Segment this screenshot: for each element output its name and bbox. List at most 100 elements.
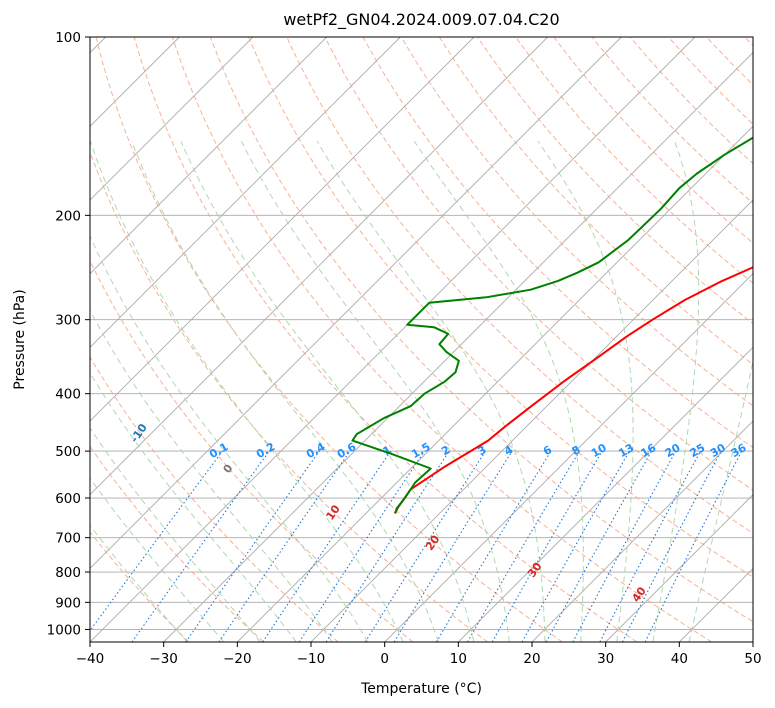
dry-adiabat-line bbox=[90, 356, 339, 642]
dry-adiabat-line bbox=[90, 531, 190, 642]
mixing-ratio-label: 6 bbox=[541, 443, 554, 458]
moist-adiabat-line bbox=[90, 524, 188, 642]
x-tick-label: 0 bbox=[380, 651, 389, 667]
mixing-ratio-label: 0.4 bbox=[304, 440, 328, 461]
isotherm-line bbox=[237, 125, 753, 642]
dry-adiabat-label: 20 bbox=[423, 533, 443, 553]
chart-title: wetPf2_GN04.2024.009.07.04.C20 bbox=[283, 10, 559, 30]
x-axis: −40 −30 −20 −10 0 10 20 30 40 50 bbox=[76, 642, 762, 667]
y-axis: 100 200 300 400 500 600 700 800 900 1000 bbox=[47, 30, 90, 638]
mixing-ratio-label: 4 bbox=[502, 443, 515, 458]
x-tick-label: −20 bbox=[223, 651, 252, 667]
y-tick-label: 500 bbox=[55, 444, 81, 460]
mixing-ratio-label: 16 bbox=[639, 441, 659, 460]
isotherm-line bbox=[90, 37, 327, 275]
dry-adiabat-line bbox=[286, 37, 753, 534]
isotherm-line bbox=[90, 37, 254, 201]
x-tick-label: 20 bbox=[523, 651, 540, 667]
isotherm-line bbox=[458, 346, 753, 642]
mixing-ratio-label: 0.1 bbox=[207, 440, 230, 461]
moist-adiabat-line bbox=[90, 141, 404, 642]
moist-adiabat-line bbox=[90, 427, 261, 642]
x-tick-label: −30 bbox=[149, 651, 178, 667]
dry-adiabat-line bbox=[744, 37, 753, 47]
dry-adiabat-line bbox=[171, 37, 712, 642]
isotherm-line bbox=[531, 420, 753, 642]
isotherm-line bbox=[679, 567, 753, 642]
mixing-ratio-line bbox=[644, 450, 743, 642]
mixing-ratio-label: 25 bbox=[688, 441, 708, 460]
dry-adiabat-line bbox=[362, 37, 753, 449]
dry-adiabat-line bbox=[706, 37, 753, 86]
x-tick-label: 40 bbox=[671, 651, 688, 667]
mixing-ratio-line bbox=[393, 450, 513, 642]
plot-frame bbox=[89, 36, 754, 643]
dry-adiabat-label: -10 bbox=[128, 421, 150, 445]
mixing-ratio-lines bbox=[90, 450, 743, 642]
dry-adiabat-line bbox=[553, 37, 753, 244]
x-tick-label: −40 bbox=[76, 651, 105, 667]
mixing-ratio-label: 0.6 bbox=[335, 440, 359, 461]
mixing-ratio-line bbox=[572, 450, 677, 642]
dry-adiabat-line bbox=[248, 37, 753, 578]
moist-adiabat-line bbox=[131, 141, 439, 642]
moist-adiabat-line bbox=[90, 371, 297, 642]
mixing-ratio-line bbox=[621, 450, 722, 642]
moist-adiabat-line bbox=[652, 141, 700, 642]
dry-adiabat-line bbox=[133, 37, 638, 642]
pressure-grid bbox=[90, 37, 753, 630]
moist-adiabat-line bbox=[90, 309, 333, 642]
mixing-ratio-line bbox=[521, 450, 630, 642]
moist-adiabat-line bbox=[90, 234, 369, 642]
temperature-profile-line bbox=[393, 266, 753, 514]
y-tick-label: 800 bbox=[55, 565, 81, 581]
isotherm-line bbox=[310, 199, 753, 642]
moist-adiabat-line bbox=[240, 141, 510, 642]
y-tick-label: 200 bbox=[55, 208, 81, 224]
x-tick-label: 10 bbox=[450, 651, 467, 667]
mixing-ratio-label: 10 bbox=[589, 441, 609, 460]
isotherm-grid bbox=[90, 37, 753, 642]
mixing-ratio-line bbox=[599, 450, 701, 642]
mixing-ratio-line bbox=[131, 450, 270, 642]
mixing-ratio-line bbox=[298, 450, 425, 642]
dry-adiabats bbox=[90, 37, 753, 642]
isotherm-line bbox=[90, 37, 548, 496]
isotherm-line bbox=[90, 37, 622, 569]
mixing-ratio-line bbox=[325, 450, 450, 642]
isotherm-line bbox=[752, 641, 753, 642]
dry-adiabat-line bbox=[90, 445, 264, 642]
moist-adiabat-line bbox=[316, 141, 546, 642]
y-tick-label: 600 bbox=[55, 491, 81, 507]
mixing-ratio-line bbox=[435, 450, 552, 642]
dry-adiabat-line bbox=[668, 37, 753, 125]
dry-adiabat-line bbox=[90, 150, 488, 642]
mixing-ratio-label: 30 bbox=[708, 441, 728, 460]
dry-adiabat-line bbox=[400, 37, 753, 407]
y-tick-label: 900 bbox=[55, 595, 81, 611]
moist-adiabat-line bbox=[537, 141, 634, 642]
moist-adiabat-line bbox=[180, 141, 475, 642]
plot-area: 0.10.20.40.611.52346810131620253036-100-… bbox=[90, 37, 753, 642]
dry-adiabat-label: 0 bbox=[221, 462, 236, 476]
dry-adiabat-line bbox=[477, 37, 753, 325]
moist-adiabat-line bbox=[688, 358, 753, 642]
dry-adiabat-line bbox=[591, 37, 753, 204]
dry-adiabat-line bbox=[90, 259, 414, 642]
moist-adiabats bbox=[90, 141, 753, 642]
x-tick-label: 30 bbox=[597, 651, 614, 667]
y-tick-label: 100 bbox=[55, 30, 81, 46]
mixing-ratio-label: 2 bbox=[439, 443, 452, 458]
isotherm-line bbox=[605, 494, 753, 642]
isotherm-line bbox=[163, 52, 753, 642]
dewpoint-profile-line bbox=[351, 136, 753, 514]
y-tick-label: 300 bbox=[55, 313, 81, 329]
x-tick-label: −10 bbox=[297, 651, 326, 667]
mixing-ratio-label: 36 bbox=[729, 441, 749, 460]
mixing-ratio-line bbox=[218, 450, 351, 642]
y-tick-label: 1000 bbox=[47, 622, 81, 638]
diagram-annotations: 0.10.20.40.611.52346810131620253036-100-… bbox=[128, 421, 749, 605]
dry-adiabat-line bbox=[438, 37, 753, 366]
y-tick-label: 400 bbox=[55, 387, 81, 403]
